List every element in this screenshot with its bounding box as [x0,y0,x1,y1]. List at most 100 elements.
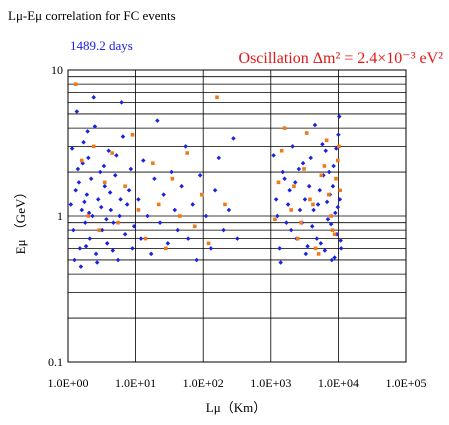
data-point [331,163,336,169]
data-point [161,192,166,197]
data-point [88,176,94,181]
oscillation-point [130,132,135,137]
data-point [130,246,135,251]
data-point [325,216,331,222]
data-point [87,236,93,241]
oscillation-point [279,148,284,153]
data-point [197,173,203,178]
data-point [128,166,134,172]
data-point [71,227,76,233]
data-point [75,166,81,172]
oscillation-point [116,220,120,225]
x-tick-label: 1.0E+05 [385,376,426,390]
data-point [280,169,285,175]
data-point [305,244,310,249]
data-point [308,155,314,161]
oscillation-point [338,188,342,193]
data-point [68,202,74,207]
x-tick-label: 1.0E+03 [250,376,291,390]
oscillation-point [192,224,197,229]
data-point [91,95,96,100]
data-point [90,213,95,219]
oscillation-point [292,184,296,188]
data-point [169,169,174,175]
data-point [98,204,104,210]
data-point [306,183,312,189]
data-point [296,166,302,172]
data-point [285,202,291,207]
oscillation-point [313,246,318,251]
data-point [292,180,298,185]
y-axis-label: Eμ （GeV） [13,186,28,255]
data-point [297,207,303,213]
oscillation-point [316,252,321,256]
x-tick-label: 1.0E+02 [183,376,224,390]
data-point [85,129,90,134]
oscillation-point [282,126,287,130]
plot-area [67,69,407,363]
data-point [83,244,89,249]
oscillation-point [86,214,91,218]
data-point [82,199,87,205]
data-point [77,246,83,251]
data-point [84,192,90,197]
data-point [312,122,318,128]
points-layer [68,82,344,269]
oscillation-point [330,228,335,232]
data-point [94,260,100,265]
data-point [122,231,128,237]
data-point [216,155,222,161]
oscillation-point [308,197,312,202]
data-point [337,114,342,119]
data-point [324,199,330,205]
data-point [145,213,150,219]
data-point [104,216,109,222]
oscillation-point [336,158,340,163]
oscillation-point [156,202,161,207]
oscillation-point [110,151,114,155]
oscillation-point [311,202,315,207]
data-point [120,134,126,139]
data-point [284,220,289,225]
oscillation-point [97,228,102,232]
data-point [172,207,178,213]
data-point [282,176,287,181]
data-point [107,190,113,195]
oscillation-point [185,151,190,155]
oscillation-point [177,214,182,218]
data-point [323,148,329,153]
data-point [194,257,199,263]
data-point [311,207,316,213]
data-point [300,160,306,166]
data-point [152,176,157,181]
oscillation-point [73,82,78,86]
data-point [287,188,292,193]
data-point [138,236,144,241]
oscillation-point [304,131,309,135]
data-point [82,220,88,225]
data-point [101,163,107,169]
oscillation-point [123,184,127,188]
data-point [231,136,236,141]
data-point [78,264,84,269]
data-point [326,169,332,175]
data-point [183,144,188,149]
data-point [155,118,160,123]
y-axis-ticks: 0.1 1 10 [48,63,63,369]
data-point [111,220,116,225]
data-point [278,260,283,265]
data-point [332,255,337,260]
oscillation-point [324,138,329,143]
data-point [336,132,341,138]
oscillation-point [215,95,219,100]
oscillation-point [102,180,107,185]
x-axis-label: Lμ（Km） [206,400,266,415]
data-point [141,158,146,163]
data-point [335,204,341,210]
y-tick-label: 10 [51,63,63,77]
data-point [86,155,91,161]
data-point [102,183,108,189]
data-point [124,202,130,207]
data-point [126,188,132,193]
data-point [110,248,116,253]
